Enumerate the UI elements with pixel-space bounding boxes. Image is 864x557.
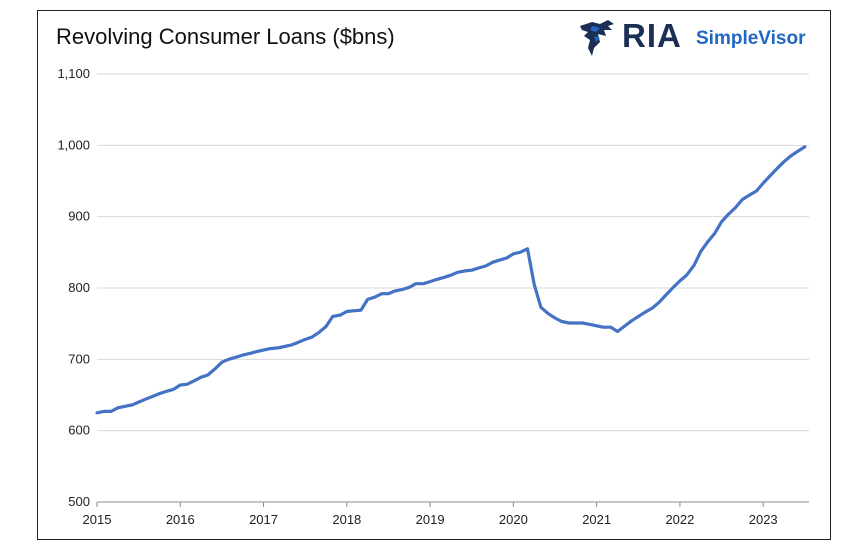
x-tick-label: 2017 — [249, 512, 278, 527]
eagle-logo-icon — [580, 20, 614, 56]
y-tick-label: 500 — [68, 494, 90, 509]
y-tick-label: 600 — [68, 423, 90, 438]
chart-title: Revolving Consumer Loans ($bns) — [56, 24, 395, 49]
x-tick-label: 2018 — [332, 512, 361, 527]
y-tick-label: 800 — [68, 280, 90, 295]
x-tick-label: 2022 — [665, 512, 694, 527]
y-tick-label: 700 — [68, 351, 90, 366]
x-tick-label: 2023 — [749, 512, 778, 527]
x-tick-label: 2016 — [166, 512, 195, 527]
y-tick-label: 1,100 — [57, 66, 90, 81]
x-tick-label: 2020 — [499, 512, 528, 527]
series-line — [95, 145, 807, 415]
logo-subtext: SimpleVisor — [696, 28, 806, 49]
logo-text: RIA — [622, 17, 682, 54]
y-tick-label: 900 — [68, 209, 90, 224]
y-tick-label: 1,000 — [57, 137, 90, 152]
chart-frame — [37, 10, 831, 540]
x-tick-label: 2015 — [83, 512, 112, 527]
x-tick-label: 2019 — [416, 512, 445, 527]
x-tick-label: 2021 — [582, 512, 611, 527]
